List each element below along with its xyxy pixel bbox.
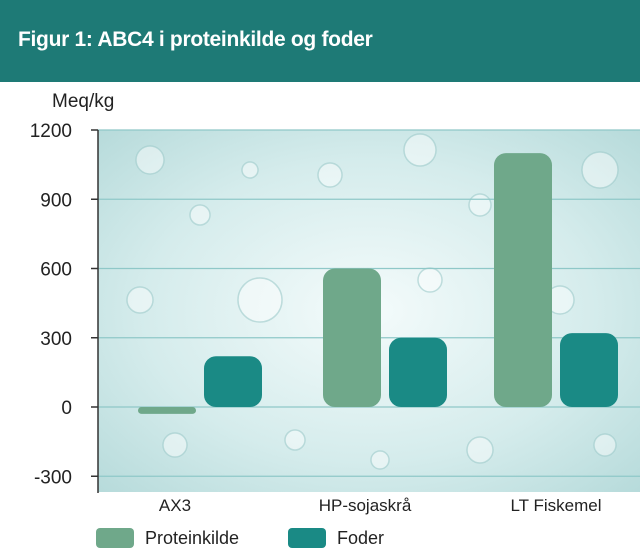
- y-tick-label: 900: [40, 190, 72, 211]
- title-banner: Figur 1: ABC4 i proteinkilde og foder: [0, 0, 640, 82]
- y-tick-label: 0: [61, 398, 72, 419]
- bar-proteinkilde-0: [138, 407, 196, 414]
- background-cell: [162, 432, 188, 458]
- y-axis: -300 0 300 600 900 1200: [30, 121, 99, 493]
- background-cell: [466, 436, 494, 464]
- background-cell: [237, 277, 283, 323]
- background-cell: [417, 267, 443, 293]
- background-cell: [593, 433, 617, 457]
- background-cell: [317, 162, 343, 188]
- x-tick-label: LT Fiskemel: [510, 496, 601, 515]
- x-tick-label: AX3: [159, 496, 191, 515]
- y-tick-label: 1200: [30, 121, 72, 142]
- bar-foder-1: [389, 337, 447, 407]
- y-tick-label: 300: [40, 329, 72, 350]
- background-cell: [241, 161, 259, 179]
- chart-title: Figur 1: ABC4 i proteinkilde og foder: [18, 28, 373, 51]
- x-axis-labels: AX3 HP-sojaskrå LT Fiskemel: [159, 496, 602, 515]
- legend-label-proteinkilde: Proteinkilde: [145, 528, 239, 548]
- y-tick-label: 600: [40, 260, 72, 281]
- background-cell: [189, 204, 211, 226]
- background-cell: [135, 145, 165, 175]
- background-cell: [468, 193, 492, 217]
- y-axis-label: Meq/kg: [52, 91, 114, 112]
- background-cell: [284, 429, 306, 451]
- legend-label-foder: Foder: [337, 528, 384, 548]
- bar-proteinkilde-1: [323, 268, 381, 407]
- legend-swatch-foder: [288, 528, 326, 548]
- legend: Proteinkilde Foder: [96, 528, 384, 548]
- y-tick-label: -300: [34, 467, 72, 488]
- bar-foder-2: [560, 333, 618, 407]
- bar-proteinkilde-2: [494, 153, 552, 407]
- background-texture: [126, 133, 619, 470]
- background-cell: [403, 133, 437, 167]
- bar-foder-0: [204, 356, 262, 407]
- background-cell: [126, 286, 154, 314]
- background-cell: [370, 450, 390, 470]
- background-cell: [581, 151, 619, 189]
- bars: [138, 153, 618, 414]
- legend-swatch-proteinkilde: [96, 528, 134, 548]
- x-tick-label: HP-sojaskrå: [319, 496, 412, 515]
